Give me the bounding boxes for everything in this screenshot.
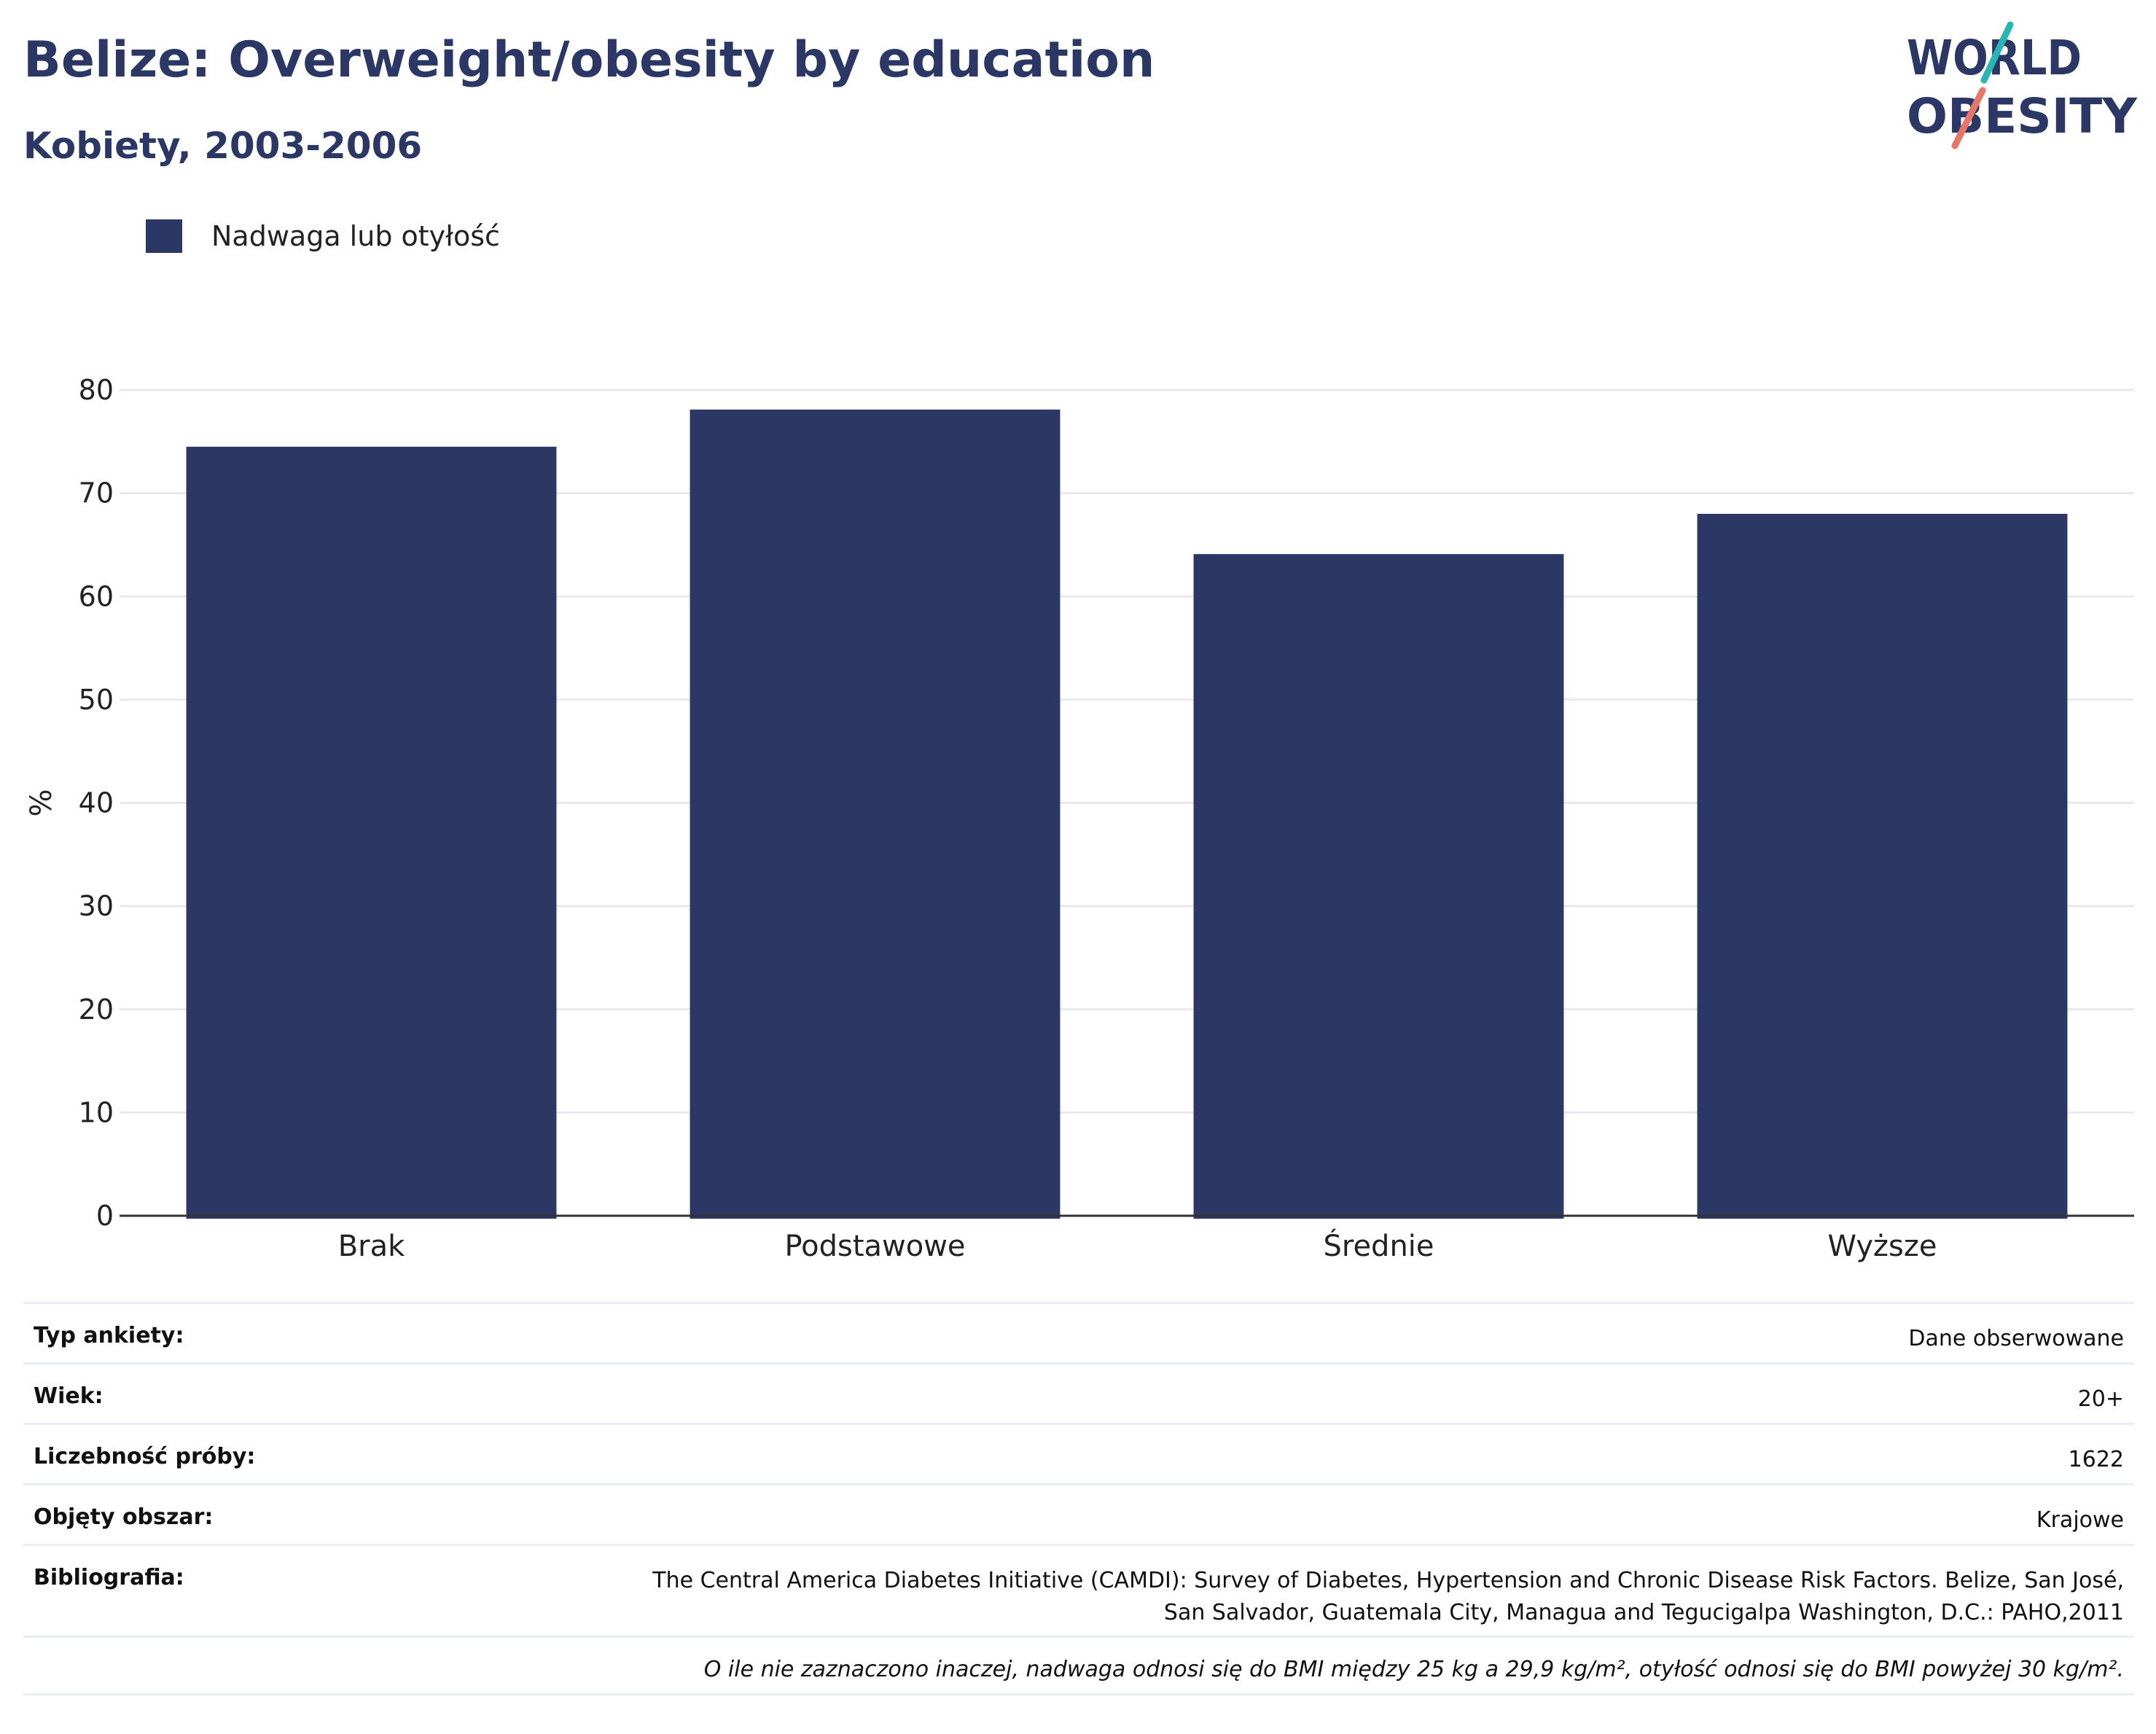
bar-3: [1193, 554, 1564, 1219]
bar-chart: 0 10 20 30 40 50 60 70 80% Brak Podstawowe Średnie W…: [25, 374, 2134, 1263]
info-key: Wiek:: [34, 1383, 103, 1409]
bmi-definition-note: O ile nie zaznaczono inaczej, nadwaga od…: [703, 1657, 2124, 1682]
legend-swatch: [146, 219, 182, 253]
info-key: Bibliografia:: [34, 1565, 184, 1590]
bar-4: [1697, 513, 2068, 1219]
chart-title: Belize: Overweight/obesity by education: [23, 31, 1155, 89]
info-row-note: O ile nie zaznaczono inaczej, nadwaga od…: [23, 1636, 2134, 1695]
bibliography-line: The Central America Diabetes Initiative …: [652, 1568, 2124, 1593]
y-tick-label: 20: [79, 993, 114, 1026]
y-tick-label: 60: [79, 580, 114, 612]
logo-slash-bottom: [1951, 87, 1986, 149]
info-value: 20+: [2077, 1386, 2124, 1412]
x-tick-label: Podstawowe: [784, 1230, 965, 1263]
y-tick-label: 0: [96, 1200, 114, 1232]
info-row-survey-type: Typ ankiety: Dane obserwowane: [23, 1302, 2134, 1362]
info-row-age: Wiek: 20+: [23, 1362, 2134, 1423]
bibliography-text: The Central America Diabetes Initiative …: [652, 1565, 2124, 1628]
bar-2: [690, 409, 1061, 1219]
info-row-area: Objęty obszar: Krajowe: [23, 1483, 2134, 1544]
y-tick-label: 70: [79, 477, 114, 509]
info-key: Objęty obszar:: [34, 1504, 214, 1530]
y-tick-label: 40: [79, 787, 114, 819]
info-row-bibliography: Bibliografia: The Central America Diabet…: [23, 1544, 2134, 1636]
y-tick-label: 80: [79, 374, 114, 406]
x-tick-label: Wyższe: [1828, 1230, 1937, 1263]
info-row-sample-size: Liczebność próby: 1622: [23, 1423, 2134, 1483]
y-tick-label: 30: [79, 890, 114, 922]
x-tick-label: Brak: [338, 1230, 405, 1263]
logo-text-obesity: OBESITY: [1907, 88, 2138, 144]
info-key: Liczebność próby:: [34, 1444, 256, 1469]
bibliography-line: San Salvador, Guatemala City, Managua an…: [1163, 1599, 2124, 1625]
world-obesity-logo: WORLD OBESITY: [1907, 21, 2138, 149]
chart-legend: Nadwaga lub otyłość: [146, 217, 500, 255]
x-tick-label: Średnie: [1323, 1228, 1434, 1263]
legend-label: Nadwaga lub otyłość: [211, 220, 500, 252]
survey-info-table: Typ ankiety: Dane obserwowane Wiek: 20+ …: [23, 1302, 2134, 1695]
y-tick-label: 50: [79, 684, 114, 716]
bar-1: [186, 446, 557, 1219]
y-tick-label: 10: [79, 1096, 114, 1128]
info-key: Typ ankiety:: [34, 1323, 184, 1348]
logo-slash-top: [1980, 21, 2014, 84]
y-axis-label: %: [25, 789, 58, 816]
info-value: Krajowe: [2036, 1507, 2124, 1533]
info-value: 1622: [2068, 1447, 2124, 1472]
info-value: Dane obserwowane: [1908, 1326, 2124, 1351]
chart-subtitle: Kobiety, 2003-2006: [23, 125, 423, 167]
